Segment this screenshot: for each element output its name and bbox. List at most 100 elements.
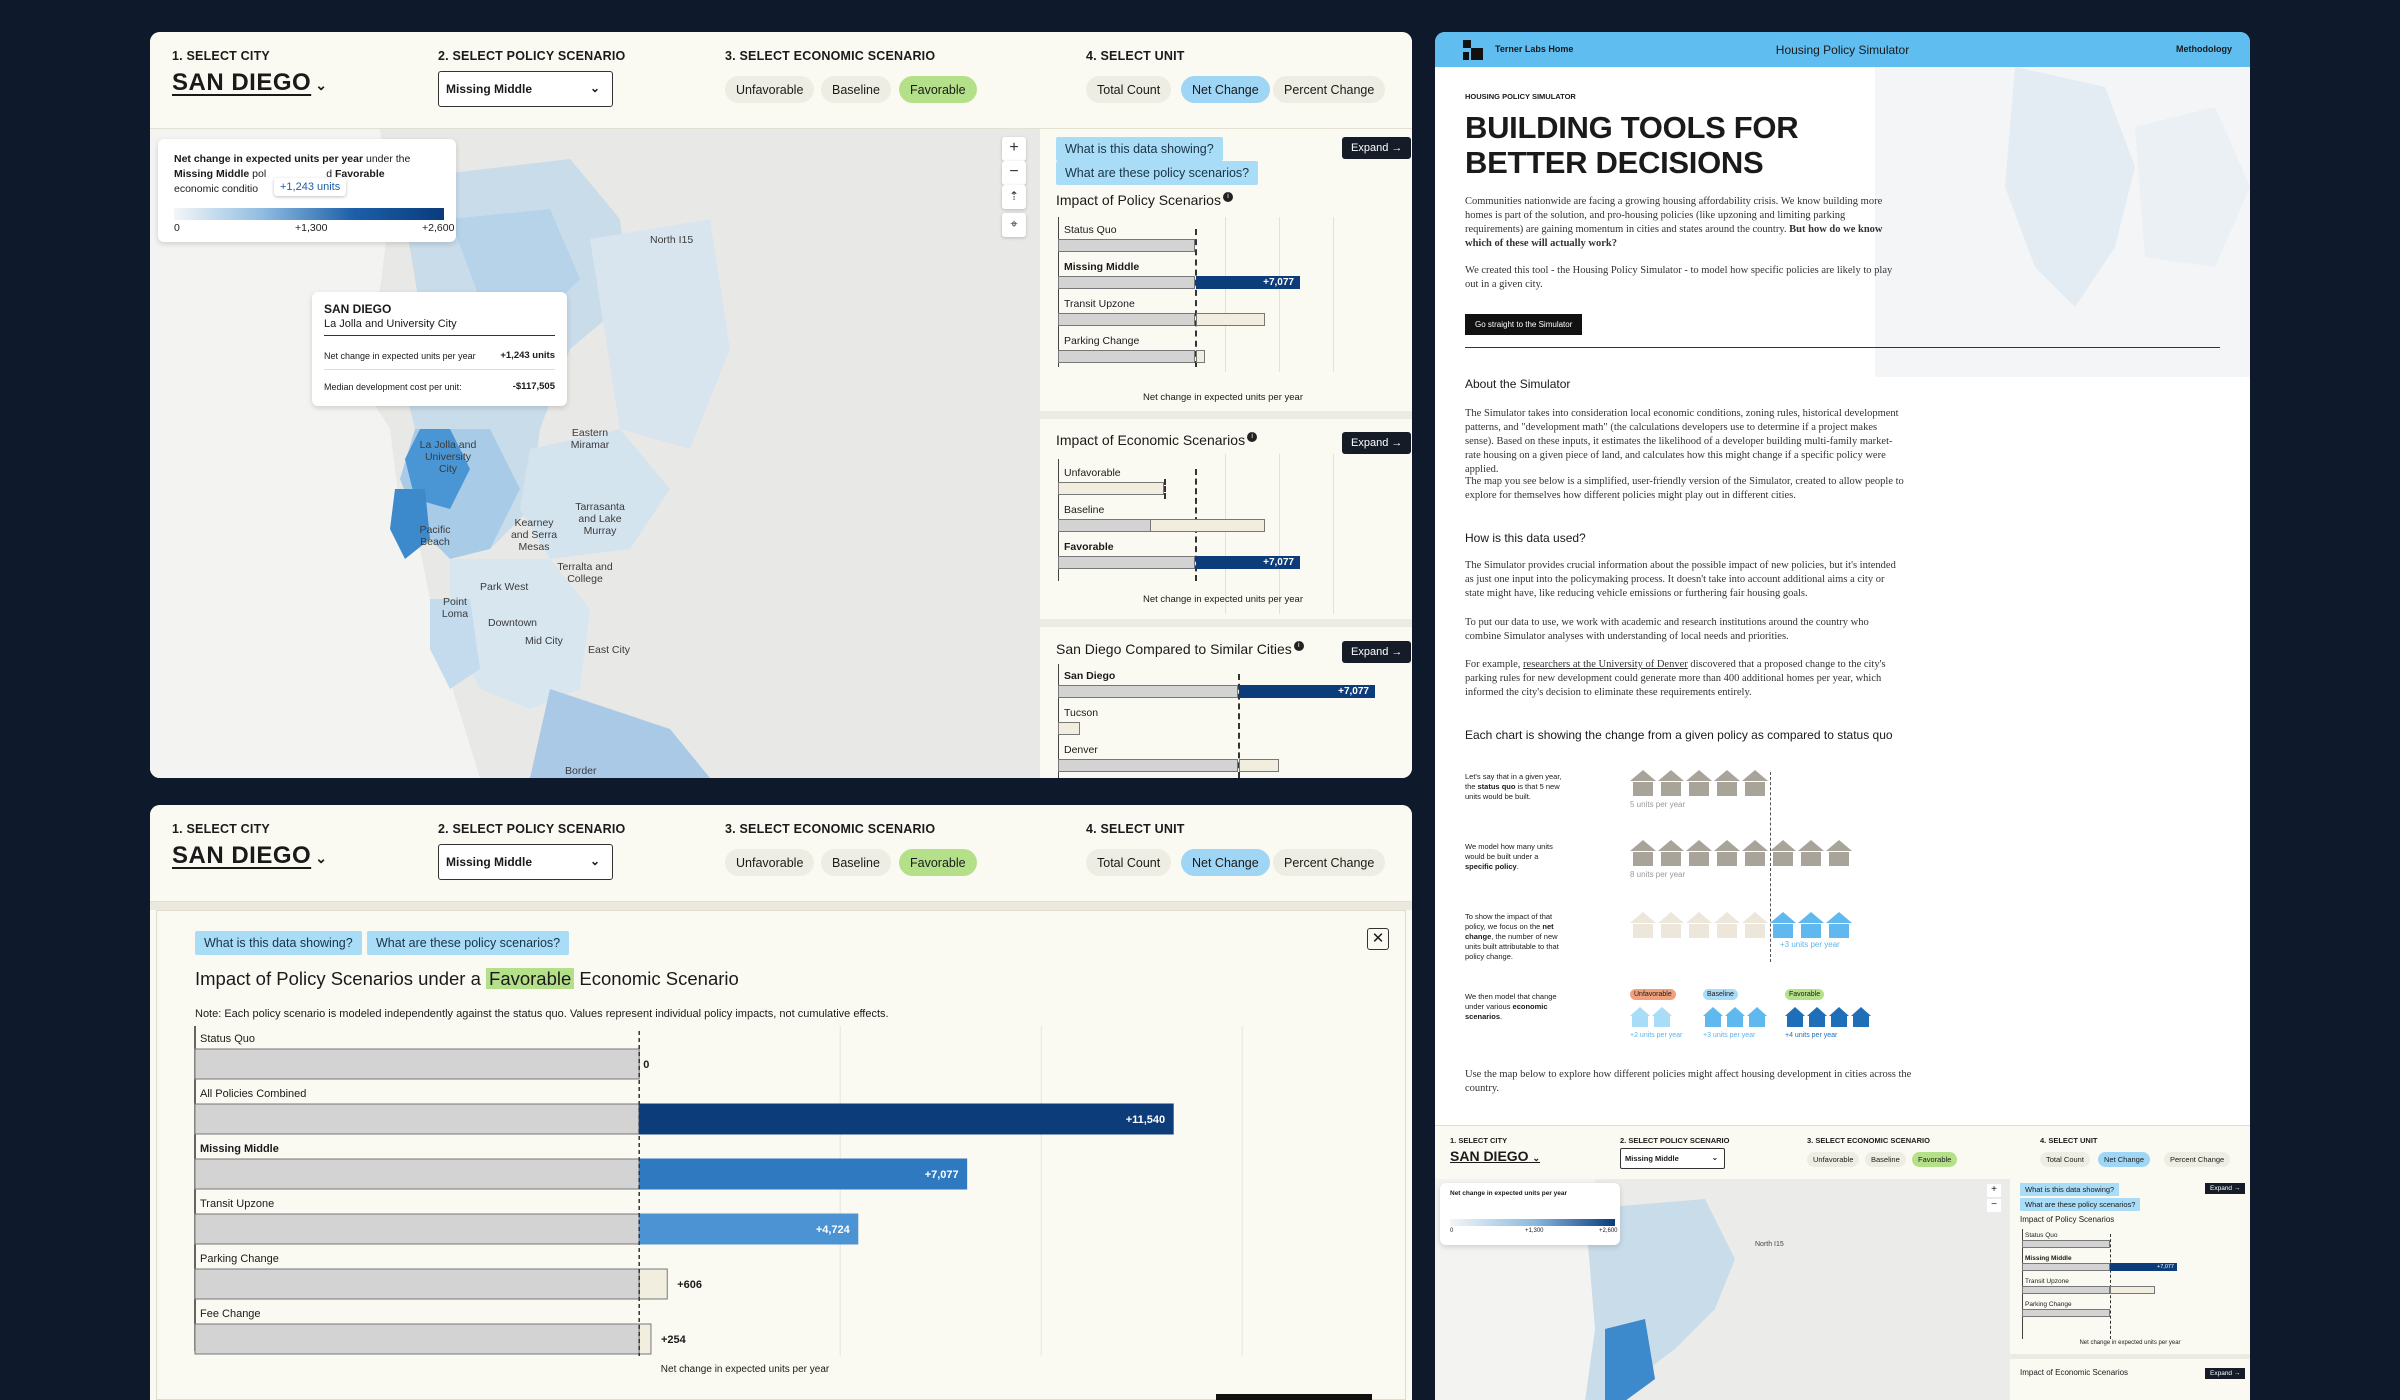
econ-favorable[interactable]: Favorable [899,76,977,103]
houses-unfavorable [1630,1007,1674,1032]
compare-chart-title-text: San Diego Compared to Similar Cities [1056,641,1292,657]
mini-econ-baseline[interactable]: Baseline [1865,1152,1906,1167]
simulator-cta-button[interactable]: Go straight to the Simulator [1465,314,1583,335]
policy-select[interactable]: Missing Middle ⌄ [438,71,613,107]
econ-baseline[interactable]: Baseline [821,76,891,103]
hero-heading-line2: BETTER DECISIONS [1465,145,1764,180]
denver-research-link[interactable]: researchers at the University of Denver [1523,659,1688,670]
zoom-in-button[interactable]: + [1987,1184,2001,1197]
nav-home-link[interactable]: Terner Labs Home [1495,44,1574,54]
what-data-button[interactable]: What is this data showing? [195,931,362,955]
econ-chart-title: Impact of Economic Scenarios i [1056,432,1258,448]
close-icon[interactable]: ✕ [1367,928,1389,950]
mini-map[interactable]: Net change in expected units per year 0 … [1435,1179,2010,1400]
mini-policy-title: Impact of Policy Scenarios [2020,1215,2115,1224]
bar-value-label: +4,724 [816,1224,851,1236]
side-charts: What is this data showing? What are thes… [1040,129,1412,778]
locate-icon[interactable]: ⌖ [1002,213,1026,237]
legend-tick: +2,600 [422,222,455,234]
unit-total-count[interactable]: Total Count [1086,76,1172,103]
policy-select[interactable]: Missing Middle ⌄ [438,844,613,880]
mini-what-scenarios[interactable]: What are these policy scenarios? [2020,1198,2141,1211]
expanded-chart-card: What is this data showing? What are thes… [156,910,1406,1400]
legend-tick: 0 [174,222,180,234]
mini-city-name: SAN DIEGO [1450,1148,1529,1164]
step2-b: specific policy [1465,862,1517,871]
chevron-down-icon: ⌄ [589,81,600,95]
expand-button[interactable]: Expand → [1342,641,1412,663]
bar-label: Transit Upzone [2025,1278,2069,1285]
zoom-out-button[interactable]: − [1987,1199,2001,1212]
bar-label: Baseline [1064,504,1105,516]
step-policy-label: 2. SELECT POLICY SCENARIO [438,822,626,836]
info-icon[interactable]: i [1293,641,1304,651]
unit-total-count[interactable]: Total Count [1086,849,1172,876]
mini-what-data[interactable]: What is this data showing? [2020,1183,2120,1196]
house-icon [1725,1007,1745,1027]
bar-value-label: +11,540 [1126,1114,1165,1126]
map-label: Pacific Beach [419,524,451,549]
tag-baseline: Baseline [1703,989,1738,1000]
econ-baseline[interactable]: Baseline [821,849,891,876]
step-unit-label: 4. SELECT UNIT [1086,49,1185,63]
expand-button[interactable]: Expand → [2205,1183,2246,1194]
bar [1058,722,1080,735]
legend-text-d: pol [249,168,267,180]
mini-unit-total[interactable]: Total Count [2040,1152,2090,1167]
econ-unfavorable[interactable]: Unfavorable [725,76,815,103]
grid [1333,217,1334,372]
unit-percent-change[interactable]: Percent Change [1273,849,1386,876]
hero-heading-line1: BUILDING TOOLS FOR [1465,110,1799,145]
axis [1058,664,1059,778]
terner-logo-icon[interactable] [1463,40,1483,60]
bar [2022,1263,2110,1271]
mini-econ-favorable[interactable]: Favorable [1912,1152,1958,1167]
bar [638,1103,1174,1135]
area-card-row1-value: +1,243 units [500,350,555,361]
expanded-note: Note: Each policy scenario is modeled in… [195,1008,889,1020]
how-p3-a: For example, [1465,659,1524,670]
city-select[interactable]: SAN DIEGO ⌄ [172,842,327,870]
how-paragraph-3: For example, researchers at the Universi… [1465,658,1905,700]
mini-unit-percent[interactable]: Percent Change [2164,1152,2231,1167]
mini-legend-text: Net change in expected units per year [1450,1190,1568,1197]
mini-unit-net[interactable]: Net Change [2098,1152,2151,1167]
what-scenarios-button[interactable]: What are these policy scenarios? [1056,161,1259,185]
unit-percent-change[interactable]: Percent Change [1273,76,1386,103]
econ-unfavorable[interactable]: Unfavorable [725,849,815,876]
grid [1279,217,1280,372]
mini-step-policy: 2. SELECT POLICY SCENARIO [1620,1136,1730,1145]
mini-policy-select[interactable]: Missing Middle ⌄ [1620,1148,1725,1169]
bar [2022,1309,2110,1317]
area-card-name: La Jolla and University City [324,318,457,330]
explainer-heading: Each chart is showing the change from a … [1465,728,1893,742]
zoom-in-button[interactable]: + [1002,137,1026,161]
expand-label: Expand [2210,1370,2233,1377]
bar [1196,313,1265,326]
nav-title: Housing Policy Simulator [1775,43,1910,57]
dark-button[interactable] [1216,1394,1372,1400]
city-select[interactable]: SAN DIEGO ⌄ [172,69,327,97]
bar-label: Transit Upzone [1064,298,1135,310]
map[interactable]: North I15 La Jolla and University City E… [150,129,1040,778]
info-icon[interactable]: i [1247,432,1258,442]
explainer-step-3: To show the impact of that policy, we fo… [1465,912,1565,962]
what-data-button[interactable]: What is this data showing? [1056,137,1223,161]
mini-city-select[interactable]: SAN DIEGO ⌄ [1450,1148,1540,1164]
step4-b: economic scenarios [1465,1002,1548,1021]
unit-net-change[interactable]: Net Change [1181,849,1270,876]
info-icon[interactable]: i [1222,192,1233,202]
expand-button[interactable]: Expand → [2205,1368,2246,1379]
tag-unfavorable: Unfavorable [1630,989,1676,1000]
compass-icon[interactable]: ⇡ [1002,185,1026,209]
expand-button[interactable]: Expand → [1342,137,1412,159]
nav-methodology-link[interactable]: Methodology [2176,44,2232,54]
zoom-out-button[interactable]: − [1002,161,1026,185]
econ-favorable[interactable]: Favorable [899,849,977,876]
bar [2022,1240,2110,1248]
unit-net-change[interactable]: Net Change [1181,76,1270,103]
mini-econ-unfavorable[interactable]: Unfavorable [1807,1152,1860,1167]
what-scenarios-button[interactable]: What are these policy scenarios? [367,931,570,955]
house-icon [1747,1007,1767,1027]
expand-button[interactable]: Expand → [1342,432,1412,454]
